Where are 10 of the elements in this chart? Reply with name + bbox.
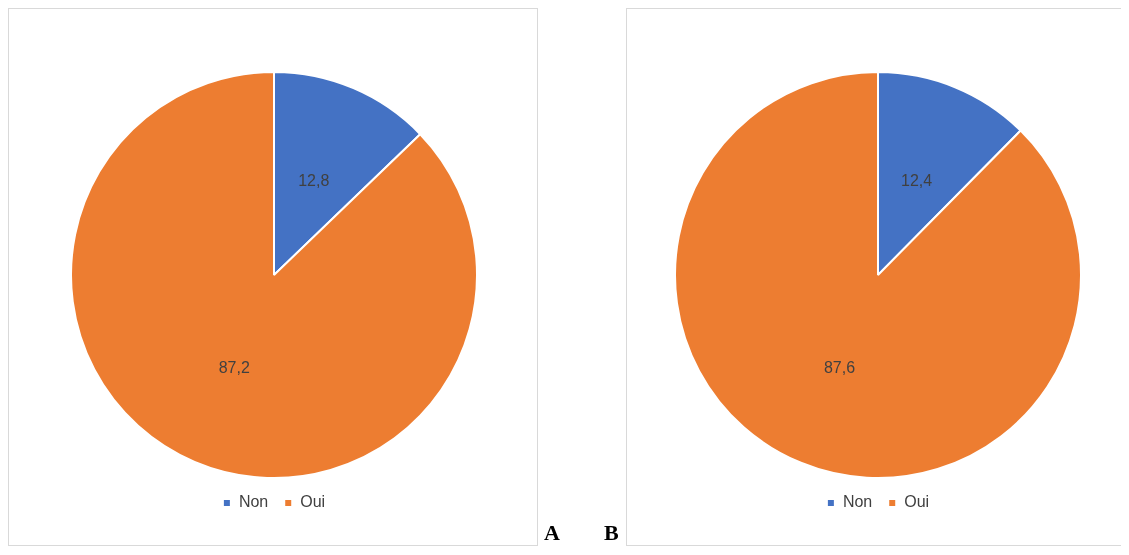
- data-label: 12,4: [900, 171, 933, 189]
- text: A: [544, 520, 560, 546]
- legend-label: Oui: [904, 493, 930, 511]
- data-label: 87,2: [218, 358, 250, 376]
- text: B: [604, 520, 619, 546]
- legend-label: Oui: [300, 493, 326, 511]
- data-label: 12,8: [298, 172, 330, 189]
- data-label: 87,6: [823, 359, 856, 377]
- legend-label: Non: [238, 493, 269, 511]
- legend-label: Non: [842, 493, 873, 511]
